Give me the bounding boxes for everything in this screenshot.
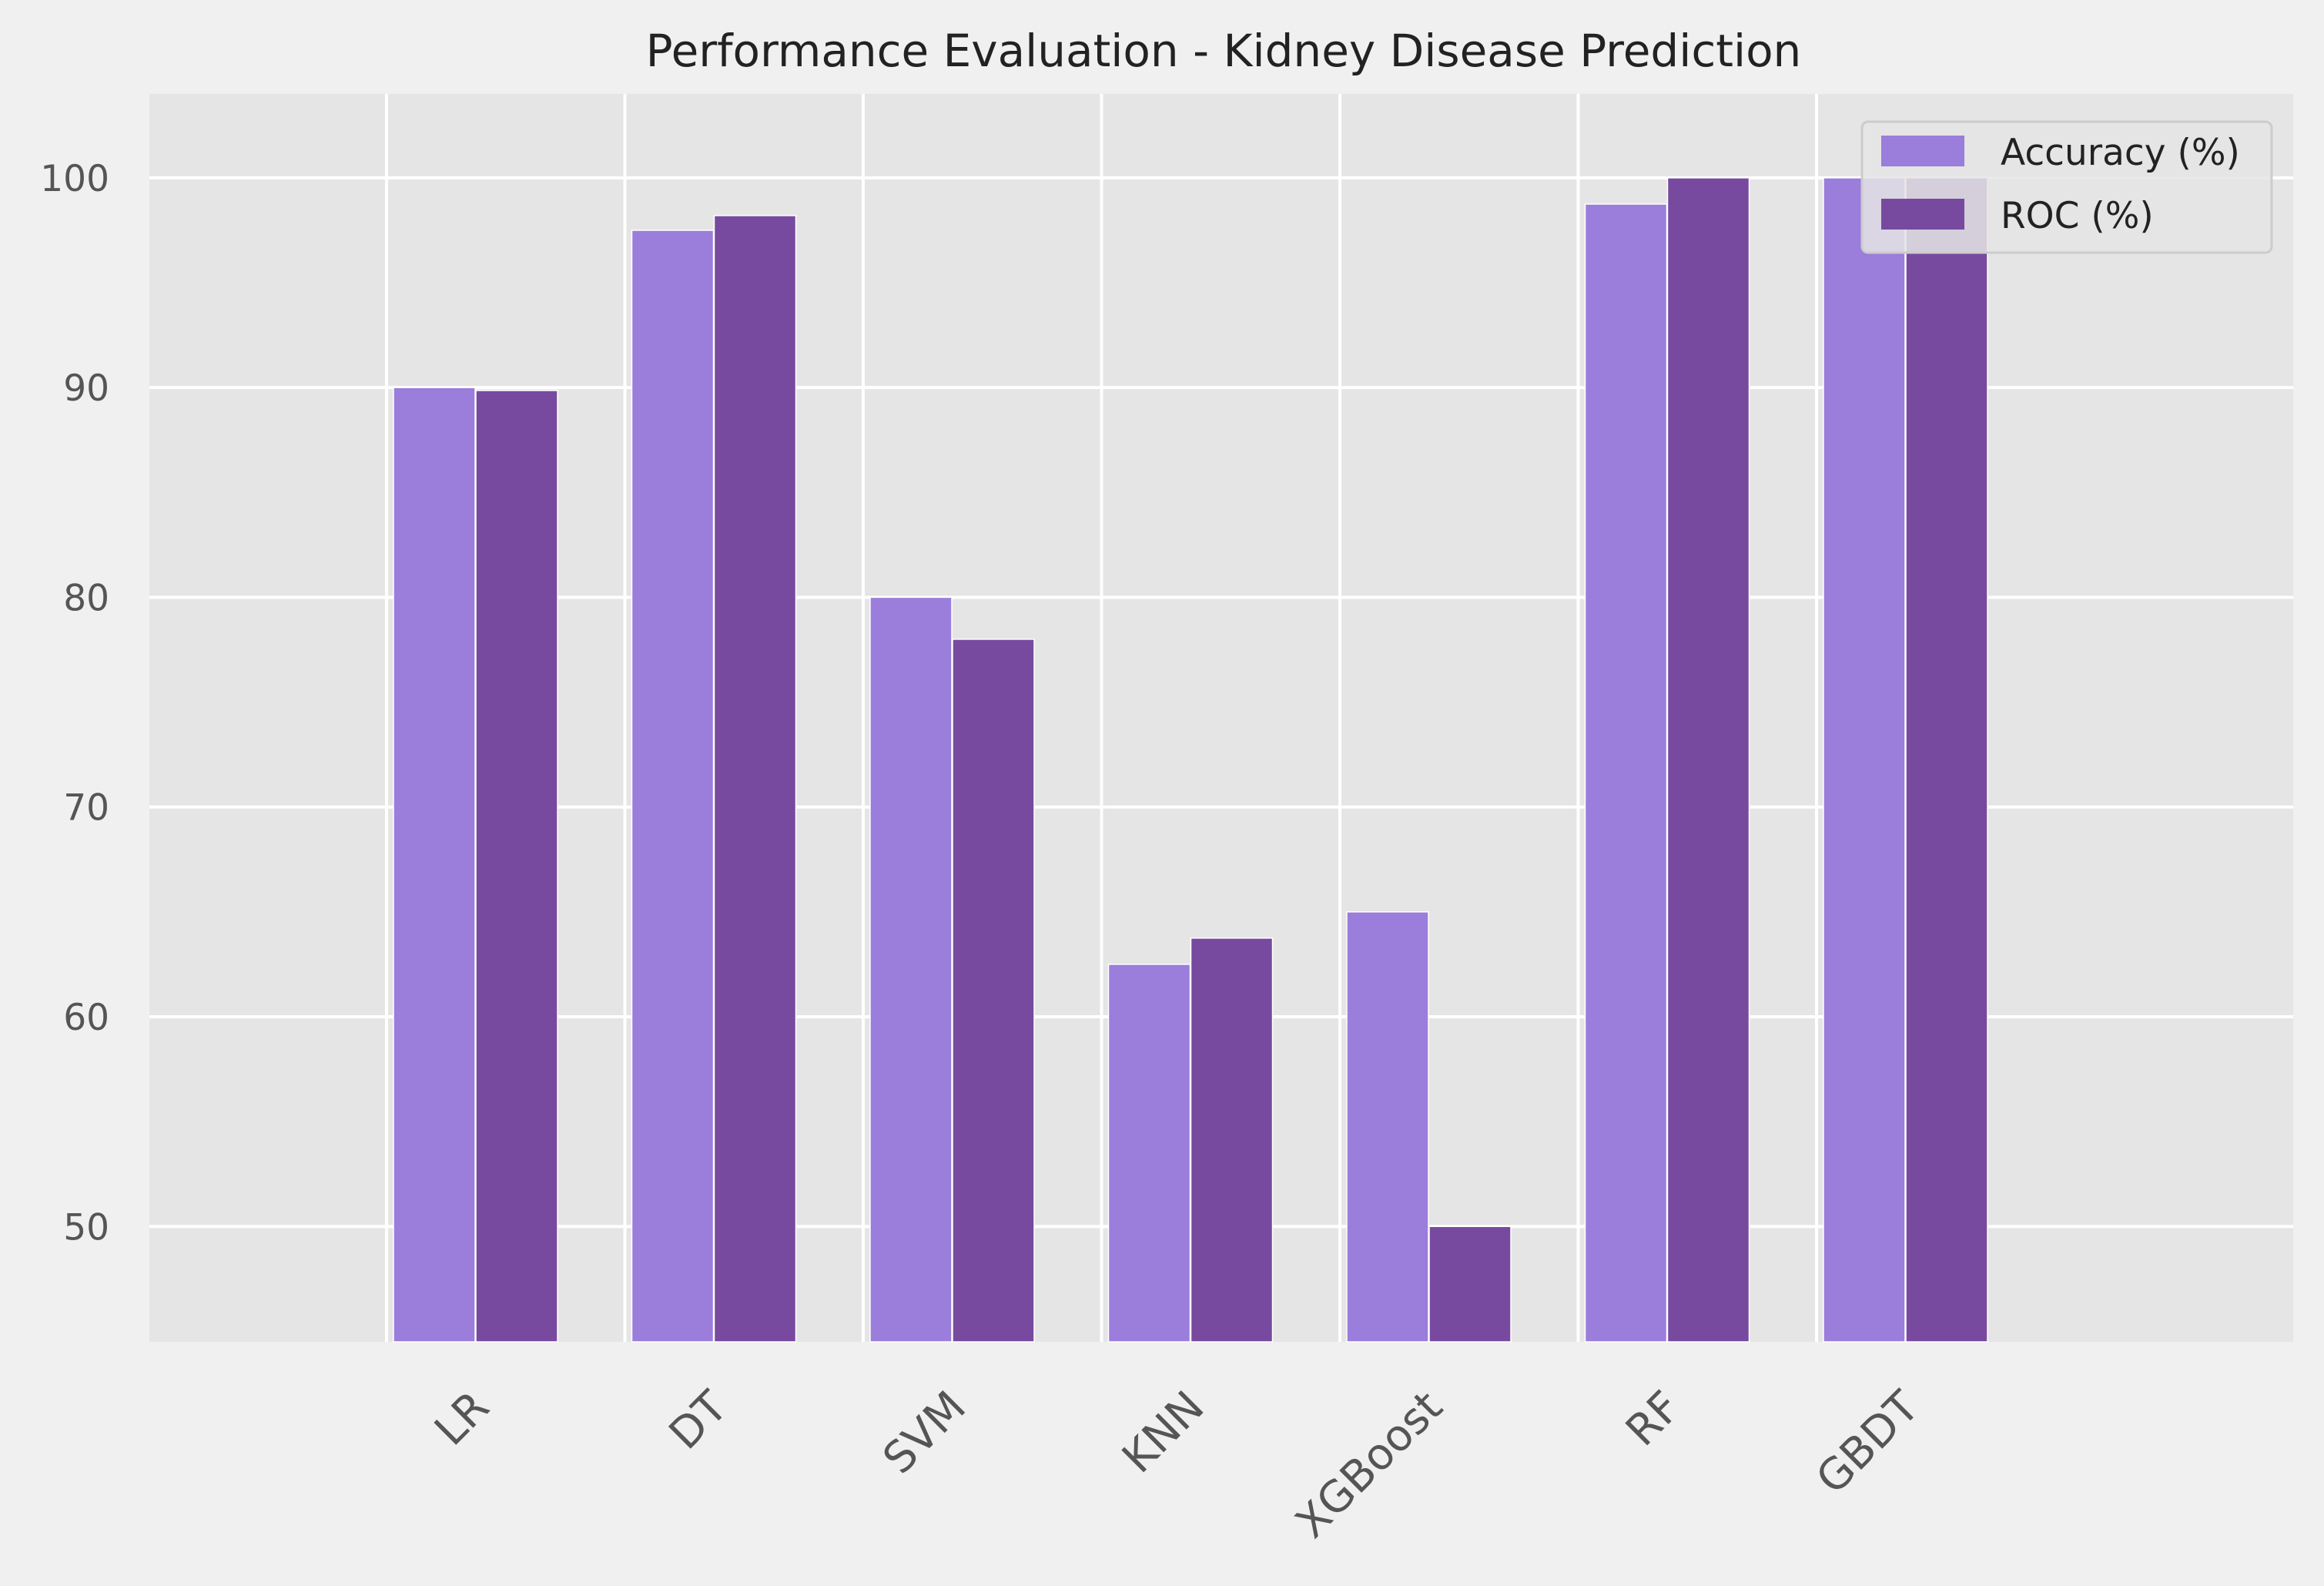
y-tick-label: 100 [40, 158, 109, 200]
bar-accuracy-rf [1584, 203, 1668, 1343]
y-tick-label: 60 [63, 997, 109, 1039]
legend: Accuracy (%) ROC (%) [1860, 120, 2273, 254]
bar-accuracy-xgboost [1346, 911, 1429, 1343]
bar-roc-xgboost [1428, 1226, 1512, 1343]
bar-roc-svm [952, 639, 1035, 1343]
x-tick-label: LR [425, 1382, 499, 1456]
bar-accuracy-lr [393, 387, 476, 1343]
bar-roc-dt [713, 215, 797, 1343]
bar-accuracy-knn [1107, 964, 1191, 1343]
x-tick-label: SVM [874, 1382, 976, 1484]
bar-accuracy-svm [869, 596, 953, 1343]
x-tick-label: RF [1616, 1382, 1690, 1456]
bar-roc-knn [1190, 937, 1274, 1343]
bar-accuracy-gbdt [1823, 177, 1906, 1343]
bar-accuracy-dt [631, 230, 715, 1343]
chart-title: Performance Evaluation - Kidney Disease … [646, 25, 1802, 77]
y-tick-label: 70 [63, 787, 109, 830]
bar-roc-gbdt [1905, 177, 1988, 1343]
y-tick-label: 50 [63, 1206, 109, 1249]
legend-label: ROC (%) [2001, 195, 2154, 237]
bars [393, 177, 1988, 1343]
legend-label: Accuracy (%) [2001, 132, 2240, 174]
legend-swatch [1881, 199, 1964, 230]
y-tick-label: 90 [63, 367, 109, 410]
x-tick-label: KNN [1113, 1382, 1214, 1483]
y-tick-label: 80 [63, 577, 109, 619]
legend-swatch [1881, 136, 1964, 166]
y-tick-labels: 50 60 70 80 90 100 [40, 158, 109, 1249]
x-tick-label: XGBoost [1286, 1382, 1452, 1548]
x-tick-labels: LR DT SVM KNN XGBoost RF GBDT [425, 1381, 1929, 1547]
bar-roc-rf [1666, 177, 1750, 1343]
bar-roc-lr [475, 390, 558, 1343]
x-tick-label: DT [660, 1381, 738, 1459]
x-tick-label: GBDT [1807, 1381, 1929, 1504]
